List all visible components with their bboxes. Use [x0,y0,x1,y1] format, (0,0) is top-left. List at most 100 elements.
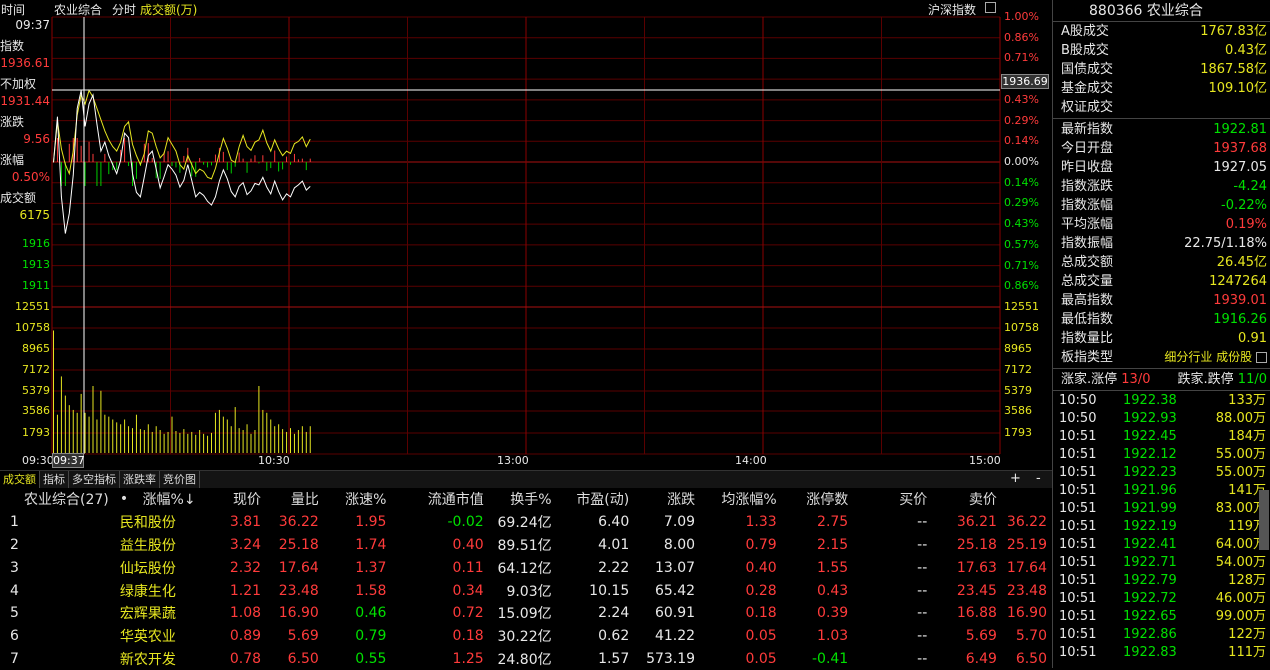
tick-row: 10:51 1922.79 128万 [1053,572,1270,590]
table-cell: 2.24 [598,605,630,622]
tick-row: 10:51 1922.65 99.00万 [1053,608,1270,626]
table-row[interactable]: 2 益生股份 3.24 25.18 1.74 0.40 89.51亿 4.01 8.00 0.79… [0,534,1052,557]
col-header-vol-ratio[interactable]: 量比 [290,492,319,509]
tab-long-short[interactable]: 多空指标 [69,471,120,488]
table-cell: 0.05 [745,650,777,667]
tick-time: 10:50 [1059,411,1097,426]
compare-index-button[interactable]: 沪深指数 [928,3,977,17]
table-cell: 2.75 [817,514,849,531]
table-cell: 17.63 [956,559,997,576]
table-row[interactable]: 3 仙坛股份 2.32 17.64 1.37 0.11 64.12亿 2.22 13.07 0.4… [0,556,1052,579]
stat-value: 1927.05 [1213,160,1267,175]
time-axis-label: 10:30 [258,454,290,467]
stat-label: 最新指数 [1061,122,1114,137]
volume-axis-label: 8965 [1004,342,1032,355]
col-header-avg-pct[interactable]: 均涨幅% [721,492,777,509]
table-row[interactable]: 5 宏辉果蔬 1.08 16.90 0.46 0.72 15.09亿 2.24 60.91 0.1… [0,602,1052,625]
col-header-limit-up[interactable]: 涨停数 [806,492,849,509]
stat-row: A股成交 1767.83亿 [1053,22,1270,41]
tab-auction[interactable]: 竞价图 [160,471,200,488]
tab-amount[interactable]: 成交额 [0,471,40,488]
table-cell: 16.90 [1006,605,1047,622]
table-row[interactable]: 4 绿康生化 1.21 23.48 1.58 0.34 9.03亿 10.15 65.42 0.2… [0,579,1052,602]
tick-list: 10:50 1922.38 133万 10:50 1922.93 88.00万 10:51 1… [1053,392,1270,662]
col-header-speed[interactable]: 涨速% [345,492,387,509]
row-index: 1 [10,514,19,531]
tick-price: 1922.83 [1123,645,1177,660]
volume-axis-label: 10758 [1004,321,1039,334]
stat-label: 总成交量 [1061,274,1114,289]
table-cell: 2.22 [598,559,630,576]
col-header-change[interactable]: 涨跌 [667,492,696,509]
zoom-out-button[interactable]: - [1036,471,1041,486]
tick-row: 10:51 1922.72 46.00万 [1053,590,1270,608]
view-mode-label[interactable]: 分时 [112,3,137,17]
tick-time: 10:51 [1059,537,1097,552]
tick-price: 1921.99 [1123,501,1177,516]
board-type-value[interactable]: 细分行业 成份股 [1164,348,1267,367]
stat-label: 昨日收盘 [1061,160,1114,175]
table-cell: 0.43 [817,582,849,599]
tick-price: 1922.38 [1123,393,1177,408]
zoom-in-button[interactable]: + [1010,471,1021,486]
tab-indicator[interactable]: 指标 [40,471,69,488]
table-cell: -0.02 [447,514,484,531]
col-header-ask[interactable]: 卖价 [968,492,997,509]
stat-value: 1937.68 [1213,141,1267,156]
tick-amount: 99.00万 [1215,609,1266,624]
table-row[interactable]: 6 华英农业 0.89 5.69 0.79 0.18 30.22亿 0.62 41.22 0.05… [0,625,1052,648]
col-header-price[interactable]: 现价 [233,492,262,509]
constituent-table: 农业综合(27) • 涨幅%↓ 现价 量比 涨速% 流通市值 换手% 市盈(动)… [0,488,1052,670]
time-header: 时间 [1,3,26,17]
tick-time: 10:51 [1059,519,1097,534]
table-cell: 0.18 [452,628,484,645]
table-cell: 5.69 [965,628,997,645]
table-row[interactable]: 7 新农开发 0.78 6.50 0.55 1.25 24.80亿 1.57 573.19 0.0… [0,648,1052,670]
table-cell: 0.11 [452,559,484,576]
table-cell: 15.09亿 [497,606,552,623]
tick-amount: 141万 [1228,483,1266,498]
table-cell: 69.24亿 [497,515,552,532]
tick-scrollbar[interactable] [1259,490,1269,550]
row-index: 4 [10,582,19,599]
tab-updown-rate[interactable]: 涨跌率 [120,471,160,488]
col-header-float-cap[interactable]: 流通市值 [427,492,484,509]
compare-checkbox[interactable] [985,2,996,13]
table-cell: 36.21 [956,514,997,531]
table-cell: 0.18 [745,605,777,622]
amount-unit-label: 成交额(万) [140,3,198,17]
stat-row: 基金成交 109.10亿 [1053,79,1270,98]
tick-price: 1922.12 [1123,447,1177,462]
table-row[interactable]: 1 民和股份 3.81 36.22 1.95 -0.02 69.24亿 6.40 7.09 1.3… [0,511,1052,534]
volume-axis-label: 8965 [22,342,50,355]
stat-label: 平均涨幅 [1061,217,1114,232]
pct-axis-label: 0.29% [1004,113,1039,127]
tick-price: 1921.96 [1123,483,1177,498]
table-cell: 0.40 [745,559,777,576]
index-label: 指数 [0,39,25,53]
table-cell: 10.15 [589,582,630,599]
table-cell: 1.33 [745,514,777,531]
stat-row: 权证成交 [1053,98,1270,117]
stat-value: 1247264 [1209,274,1267,289]
stat-row: 昨日收盘 1927.05 [1053,158,1270,177]
col-header-pe[interactable]: 市盈(动) [576,492,630,509]
intraday-chart[interactable] [0,0,1052,470]
list-icon[interactable] [1256,352,1267,363]
row-index: 6 [10,628,19,645]
stat-value: 0.43亿 [1225,43,1267,58]
pct-axis-label: 0.86% [1004,30,1039,44]
table-cell: 6.50 [287,650,319,667]
tick-row: 10:51 1922.71 54.00万 [1053,554,1270,572]
col-header-flag[interactable]: • [119,491,129,508]
pct-label: 涨幅 [0,153,25,167]
up-count-value: 13/0 [1121,372,1151,387]
col-header-pct[interactable]: 涨幅%↓ [142,492,196,509]
pct-axis-label: 0.14% [1004,175,1039,189]
col-header-turnover[interactable]: 换手% [510,492,552,509]
stat-label: 国债成交 [1061,62,1114,77]
index-name-label[interactable]: 农业综合 [54,3,103,17]
tick-price: 1922.19 [1123,519,1177,534]
col-header-name[interactable]: 农业综合(27) [24,492,109,509]
col-header-bid[interactable]: 买价 [899,492,928,509]
